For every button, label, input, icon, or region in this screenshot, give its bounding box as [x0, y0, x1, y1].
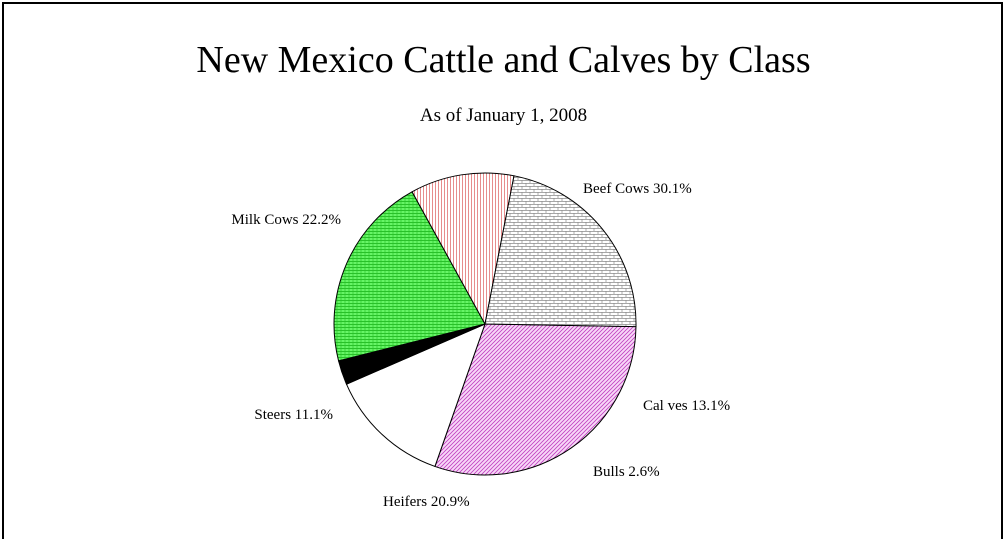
- slice-label-beef-cows: Beef Cows 30.1%: [583, 181, 692, 197]
- pie-slice-calves: [345, 323, 486, 468]
- slice-label-bulls: Bulls 2.6%: [593, 464, 660, 480]
- chart-title: New Mexico Cattle and Calves by Class: [196, 39, 811, 81]
- slice-label-milk-cows: Milk Cows 22.2%: [231, 212, 341, 228]
- slice-label-calves: Cal ves 13.1%: [643, 398, 730, 414]
- chart-subtitle: As of January 1, 2008: [419, 105, 588, 126]
- pie-slice-heifers: [333, 191, 486, 362]
- pie-slices: [333, 172, 637, 476]
- slice-label-heifers: Heifers 20.9%: [383, 494, 470, 510]
- pie-slice-milk-cows: [484, 175, 637, 328]
- pie-slice-beef-cows: [434, 323, 637, 476]
- pie-slice-steers: [411, 172, 515, 326]
- pie-labels: Beef Cows 30.1% Cal ves 13.1% Bulls 2.6% He…: [231, 181, 730, 510]
- slice-label-steers: Steers 11.1%: [254, 407, 333, 423]
